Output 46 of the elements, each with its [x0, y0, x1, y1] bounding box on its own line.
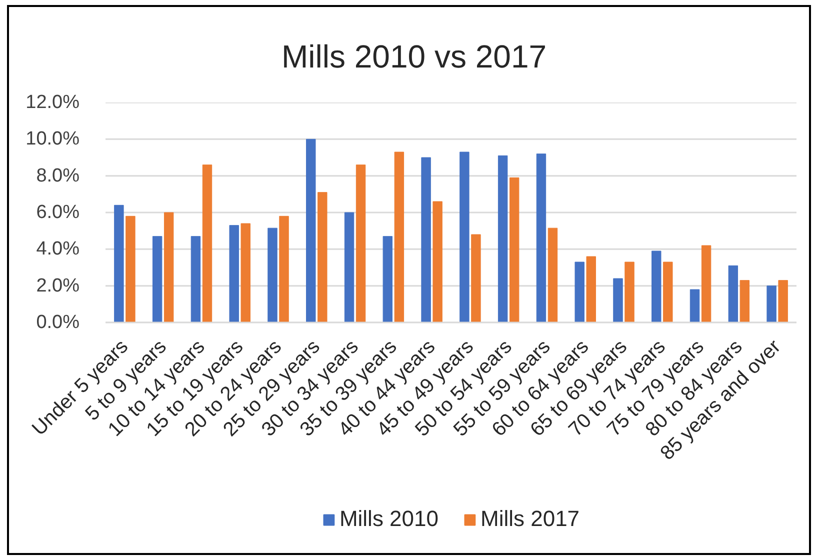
bar [586, 256, 596, 322]
bar [382, 236, 393, 322]
bar [229, 225, 239, 322]
bar [394, 152, 404, 322]
legend-label: Mills 2017 [480, 506, 580, 532]
bar [432, 201, 442, 322]
bar [152, 236, 162, 322]
y-tick-label: 4.0% [36, 238, 80, 260]
bar [766, 286, 776, 322]
bar [728, 265, 738, 322]
bar [460, 152, 470, 322]
bar [126, 216, 136, 322]
bar [344, 212, 354, 322]
bar [624, 262, 634, 322]
bar [190, 236, 201, 322]
bar [652, 250, 662, 322]
bar [279, 216, 289, 322]
y-tick-label: 12.0% [26, 92, 80, 113]
bar [498, 155, 508, 322]
y-tick-label: 2.0% [36, 275, 80, 296]
bar [778, 280, 788, 322]
bar [318, 192, 328, 322]
bar [548, 228, 558, 322]
chart-title: Mills 2010 vs 2017 [282, 38, 547, 74]
bar [240, 223, 250, 322]
bar [268, 228, 278, 322]
bar [114, 204, 124, 322]
bar [421, 157, 431, 322]
bar [509, 177, 520, 322]
y-tick-label: 6.0% [36, 202, 80, 223]
y-tick-label: 0.0% [36, 312, 80, 333]
bar [356, 164, 366, 322]
bar [202, 164, 212, 322]
bar [740, 280, 750, 322]
y-tick-label: 8.0% [36, 165, 80, 186]
bar [701, 245, 712, 322]
legend-label: Mills 2010 [339, 506, 438, 532]
y-tick-label: 10.0% [26, 128, 80, 150]
bar [471, 234, 481, 322]
bar [663, 262, 673, 322]
bar [690, 289, 700, 322]
bar [574, 262, 584, 322]
bar [536, 154, 546, 322]
bar [306, 138, 316, 322]
bar [613, 278, 623, 322]
bar [164, 212, 174, 322]
